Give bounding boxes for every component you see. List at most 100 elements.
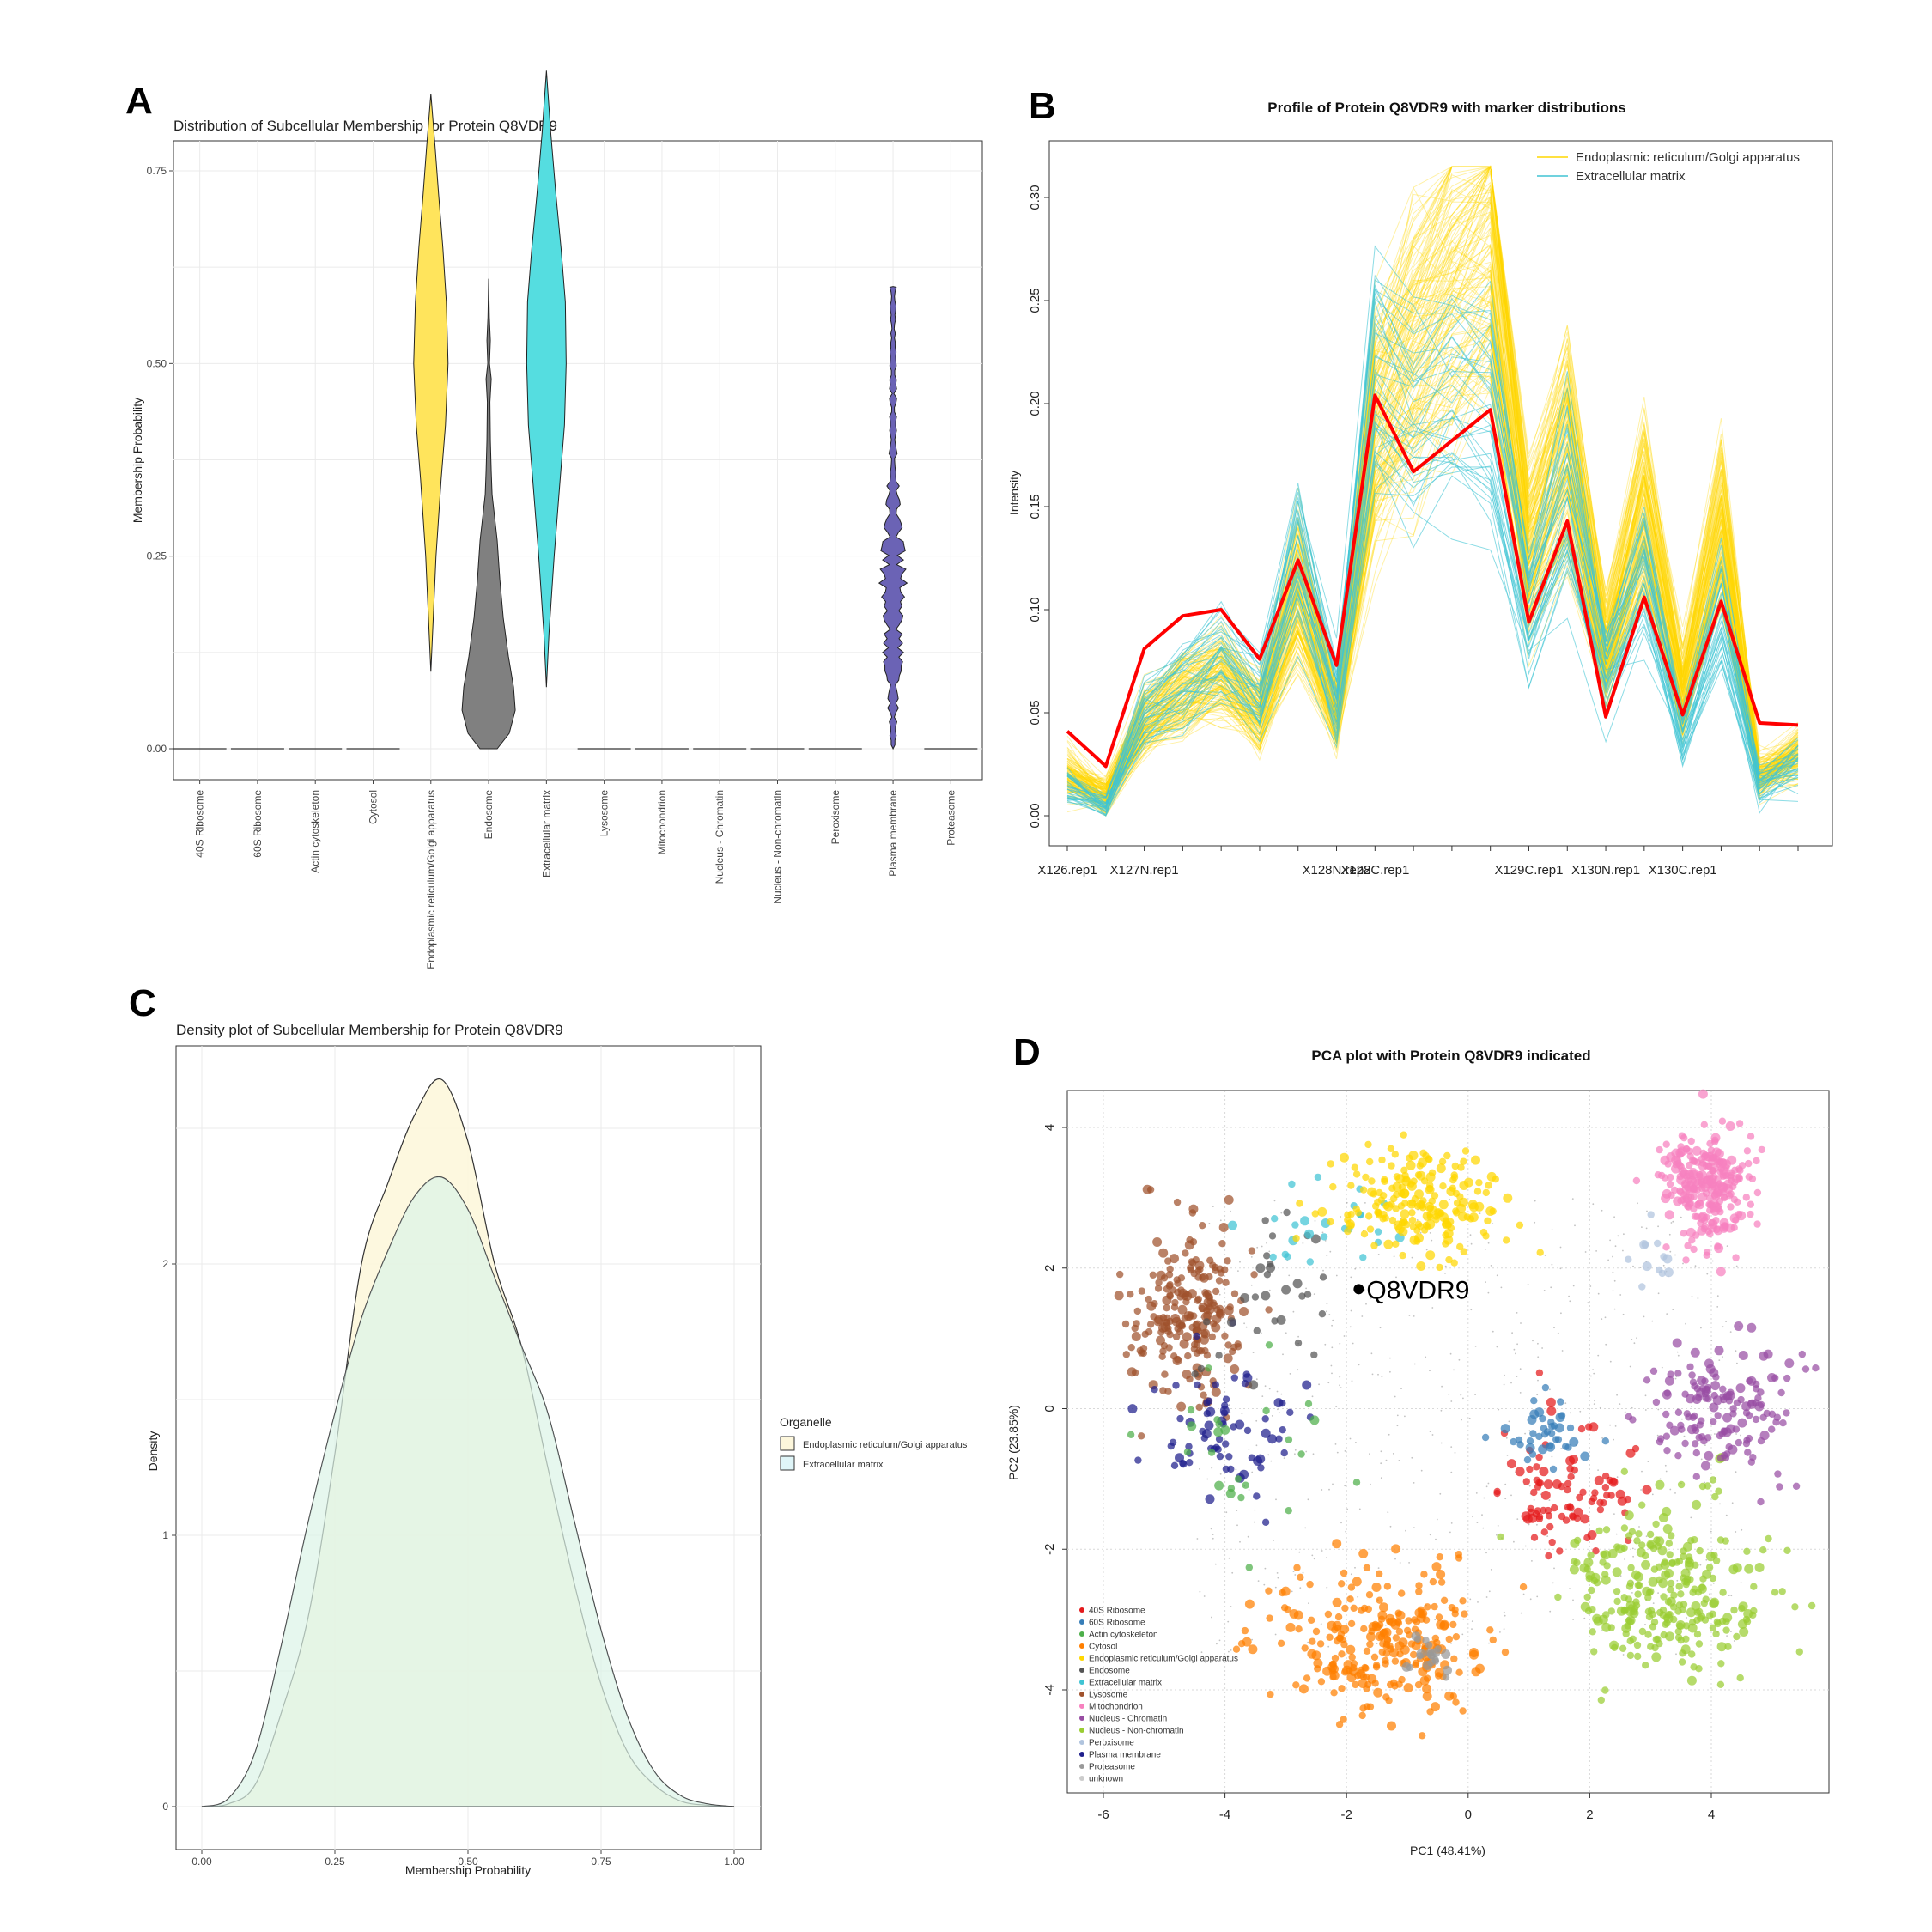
pca-point-cytosol [1341, 1604, 1349, 1613]
pca-point-lysosome [1131, 1369, 1139, 1376]
pca-point-lysosome [1203, 1307, 1211, 1315]
pca-point-unknown [1214, 1563, 1217, 1565]
pca-point-cytosol [1347, 1619, 1356, 1628]
pca-point-unknown [1595, 1250, 1597, 1252]
pca-point-unknown [1510, 1382, 1512, 1384]
pca-point-endoplasmic-reticulum-golgi-apparatus [1468, 1212, 1479, 1223]
pca-point-unknown [1461, 1633, 1464, 1636]
pca-point-plasma-membrane [1185, 1443, 1193, 1450]
pca-point-lysosome [1194, 1297, 1202, 1304]
pca-point-lysosome [1194, 1326, 1201, 1334]
pca-point-nucleus-chromatin [1649, 1367, 1658, 1376]
pca-point-cytosol [1388, 1617, 1398, 1627]
pca-point-nucleus-chromatin [1716, 1431, 1724, 1440]
density-x-tick-label: 0.50 [458, 1856, 478, 1868]
pca-point-cytosol [1391, 1657, 1400, 1665]
pca-point-40s-ribosome [1546, 1406, 1557, 1416]
pca-point-cytosol [1301, 1644, 1309, 1652]
pca-point-cytosol [1411, 1625, 1419, 1633]
pca-point-60s-ribosome [1515, 1436, 1523, 1444]
violin-title: Distribution of Subcellular Membership f… [173, 118, 557, 134]
pca-point-cytosol [1383, 1583, 1392, 1590]
violin-x-tick-label: Nucleus - Chromatin [714, 790, 726, 884]
pca-point-nucleus-non-chromatin [1722, 1537, 1729, 1545]
pca-point-nucleus-non-chromatin [1620, 1524, 1629, 1532]
pca-point-unknown [1594, 1400, 1595, 1402]
pca-point-nucleus-chromatin [1672, 1338, 1682, 1348]
pca-point-unknown [1264, 1567, 1267, 1570]
pca-point-unknown [1462, 1618, 1465, 1620]
pca-point-endoplasmic-reticulum-golgi-apparatus [1453, 1209, 1461, 1217]
pca-point-endoplasmic-reticulum-golgi-apparatus [1368, 1177, 1376, 1185]
pca-point-nucleus-non-chromatin [1660, 1593, 1668, 1601]
pca-point-unknown [1637, 1202, 1638, 1205]
pca-point-unknown [1691, 1406, 1692, 1407]
pca-point-unknown [1641, 1226, 1643, 1228]
profile-line-er-golgi [1066, 166, 1799, 799]
pca-point-cytosol [1435, 1613, 1443, 1621]
pca-point-endoplasmic-reticulum-golgi-apparatus [1479, 1228, 1488, 1236]
pca-point-mitochondrion [1680, 1169, 1690, 1179]
pca-point-cytosol [1358, 1679, 1368, 1688]
pca-point-endoplasmic-reticulum-golgi-apparatus [1371, 1202, 1380, 1210]
profile-line-er-golgi [1066, 166, 1799, 778]
pca-point-cytosol [1350, 1604, 1358, 1613]
pca-point-mitochondrion [1708, 1179, 1717, 1189]
pca-legend-label-endoplasmic-reticulum-golgi-apparatus: Endoplasmic reticulum/Golgi apparatus [1089, 1655, 1238, 1664]
pca-point-unknown [1665, 1470, 1668, 1473]
pca-point-lysosome [1155, 1279, 1163, 1286]
pca-point-unknown [1431, 1307, 1434, 1309]
pca-point-nucleus-non-chromatin [1601, 1686, 1609, 1694]
pca-point-40s-ribosome [1569, 1455, 1578, 1464]
violin-x-tick-label: Lysosome [598, 790, 611, 837]
pca-point-unknown [1638, 1526, 1640, 1528]
pca-point-endosome [1255, 1263, 1266, 1273]
pca-point-40s-ribosome [1615, 1489, 1625, 1499]
profile-line-er-golgi [1066, 338, 1799, 805]
pca-point-unknown [1519, 1392, 1522, 1394]
pca-point-mitochondrion [1662, 1243, 1670, 1251]
pca-point-lysosome [1216, 1304, 1224, 1313]
pca-point-unknown [1396, 1425, 1399, 1427]
pca-point-endoplasmic-reticulum-golgi-apparatus [1400, 1209, 1410, 1219]
pca-point-lysosome [1216, 1310, 1224, 1318]
pca-point-cytosol [1365, 1591, 1374, 1599]
pca-point-nucleus-non-chromatin [1680, 1574, 1687, 1582]
pca-point-40s-ribosome [1596, 1505, 1605, 1514]
density-y-tick-label: 0 [162, 1801, 168, 1813]
pca-point-unknown [1235, 1468, 1237, 1471]
pca-point-endoplasmic-reticulum-golgi-apparatus [1393, 1220, 1403, 1230]
pca-point-cytosol [1437, 1578, 1446, 1586]
pca-point-cytosol [1431, 1562, 1442, 1572]
pca-point-nucleus-non-chromatin [1633, 1537, 1641, 1545]
profile-y-tick-label: 0.25 [1028, 288, 1042, 313]
pca-point-nucleus-non-chromatin [1698, 1583, 1706, 1591]
pca-point-lysosome [1138, 1287, 1146, 1295]
pca-point-unknown [1699, 1564, 1702, 1566]
pca-point-nucleus-non-chromatin [1625, 1617, 1633, 1625]
pca-point-endoplasmic-reticulum-golgi-apparatus [1408, 1200, 1416, 1207]
pca-legend-label-lysosome: Lysosome [1089, 1691, 1128, 1700]
pca-point-cytosol [1352, 1680, 1359, 1689]
pca-point-nucleus-non-chromatin [1795, 1648, 1803, 1656]
pca-point-mitochondrion [1736, 1166, 1744, 1175]
pca-point-mitochondrion [1671, 1186, 1679, 1194]
pca-point-nucleus-chromatin [1674, 1370, 1682, 1377]
pca-point-unknown [1674, 1492, 1676, 1494]
pca-point-nucleus-chromatin [1747, 1322, 1757, 1333]
pca-point-plasma-membrane [1267, 1434, 1277, 1444]
profile-line-er-golgi [1066, 166, 1799, 776]
pca-point-plasma-membrane [1225, 1453, 1233, 1461]
pca-point-nucleus-non-chromatin [1665, 1540, 1674, 1547]
violin-y-tick-label: 0.00 [147, 743, 167, 755]
pca-point-plasma-membrane [1170, 1461, 1179, 1470]
pca-point-unknown [1546, 1535, 1549, 1537]
pca-point-unknown [1264, 1385, 1267, 1388]
pca-point-nucleus-non-chromatin [1662, 1524, 1673, 1534]
pca-point-unknown [1236, 1510, 1238, 1511]
pca-point-nucleus-non-chromatin [1619, 1644, 1627, 1653]
pca-point-cytosol [1439, 1620, 1449, 1631]
pca-point-mitochondrion [1732, 1254, 1740, 1261]
violin-endoplasmic-reticulum-golgi-apparatus [413, 94, 449, 672]
pca-point-endosome [1261, 1217, 1269, 1224]
